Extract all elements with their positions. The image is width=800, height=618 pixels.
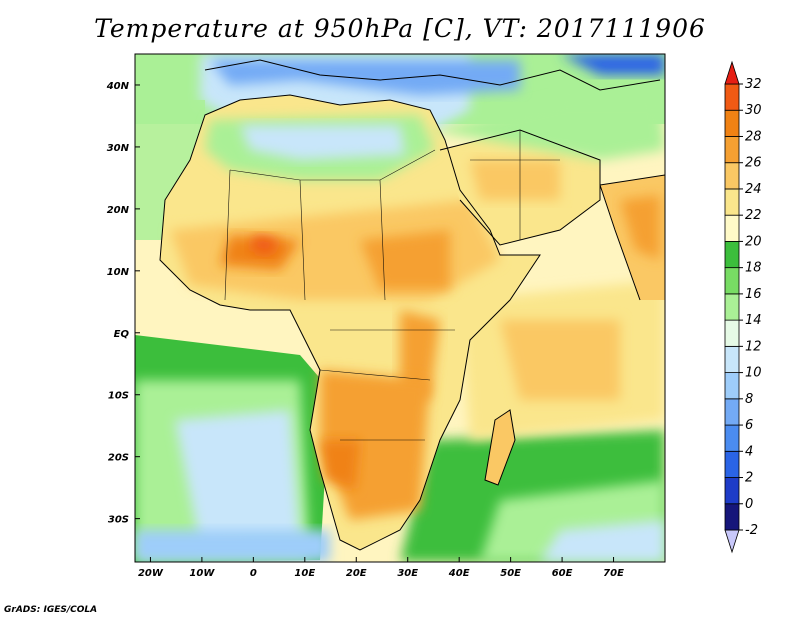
colorbar-level-label: 18 (745, 261, 762, 276)
colorbar-swatch (724, 83, 740, 111)
y-tick-label: 30N (107, 143, 130, 154)
colorbar-level-label: 30 (745, 103, 762, 118)
colorbar-swatch (724, 424, 740, 452)
colorbar-swatch (724, 241, 740, 269)
colorbar-low-triangle (724, 529, 740, 554)
colorbar-swatch (724, 398, 740, 426)
y-tick-label: 20N (107, 205, 130, 216)
colorbar-level-label: 0 (745, 497, 753, 512)
x-tick-label: 0 (250, 568, 257, 579)
colorbar-level-label: 28 (745, 129, 762, 144)
y-tick-label: 30S (108, 515, 129, 526)
y-tick-label: 10N (107, 267, 130, 278)
x-tick-label: 20W (138, 568, 164, 579)
colorbar-swatch (724, 162, 740, 190)
x-tick-label: 60E (552, 568, 573, 579)
colorbar-level-label: 12 (745, 339, 762, 354)
colorbar-swatch (724, 319, 740, 347)
map-field (135, 54, 665, 562)
colorbar-level-label: 16 (745, 287, 762, 302)
x-tick-label: 70E (603, 568, 624, 579)
colorbar-level-label: 14 (745, 313, 762, 328)
colorbar-swatch (724, 503, 740, 531)
colorbar-swatch (724, 136, 740, 164)
colorbar-level-label: 4 (745, 444, 753, 459)
colorbar-level-label: 2 (745, 471, 753, 486)
y-axis-ticks: 40N 30N 20N 10N EQ 10S 20S 30S (106, 81, 140, 526)
colorbar-swatch (724, 345, 740, 373)
colorbar-swatch (724, 188, 740, 216)
credit-text: GrADS: IGES/COLA (4, 605, 98, 615)
colorbar-swatch (724, 372, 740, 400)
y-tick-label: 10S (108, 391, 129, 402)
borders (224, 130, 560, 441)
y-tick-label: 40N (106, 81, 130, 92)
x-tick-label: 10W (189, 568, 215, 579)
colorbar-swatch (724, 293, 740, 321)
colorbar-level-label: 10 (745, 366, 762, 381)
x-tick-label: 50E (500, 568, 521, 579)
madagascar-land (485, 410, 515, 485)
x-tick-label: 30E (397, 568, 418, 579)
colorbar-level-label: 32 (745, 77, 762, 92)
colorbar-swatch (724, 477, 740, 505)
chart-title: Temperature at 950hPa [C], VT: 201711190… (94, 14, 706, 43)
colorbar-swatch (724, 450, 740, 478)
y-tick-label: 20S (108, 453, 129, 464)
colorbar-swatch (724, 214, 740, 242)
colorbar-high-triangle (724, 60, 740, 85)
colorbar-level-label: 8 (745, 392, 753, 407)
y-tick-label: EQ (114, 329, 130, 340)
colorbar-level-label: 22 (745, 208, 762, 223)
map-frame (134, 53, 666, 563)
x-axis-ticks: 20W 10W 0 10E 20E 30E 40E 50E 60E 70E (138, 557, 624, 579)
colorbar-level-label: 24 (745, 182, 762, 197)
colorbar-level-label: -2 (745, 523, 758, 538)
colorbar-level-label: 26 (745, 156, 762, 171)
colorbar-level-label: 6 (745, 418, 753, 433)
x-tick-label: 10E (294, 568, 315, 579)
colorbar-level-label: 20 (745, 234, 762, 249)
colorbar-swatch (724, 267, 740, 295)
x-tick-label: 40E (448, 568, 470, 579)
x-tick-label: 20E (346, 568, 367, 579)
colorbar-swatch (724, 109, 740, 137)
